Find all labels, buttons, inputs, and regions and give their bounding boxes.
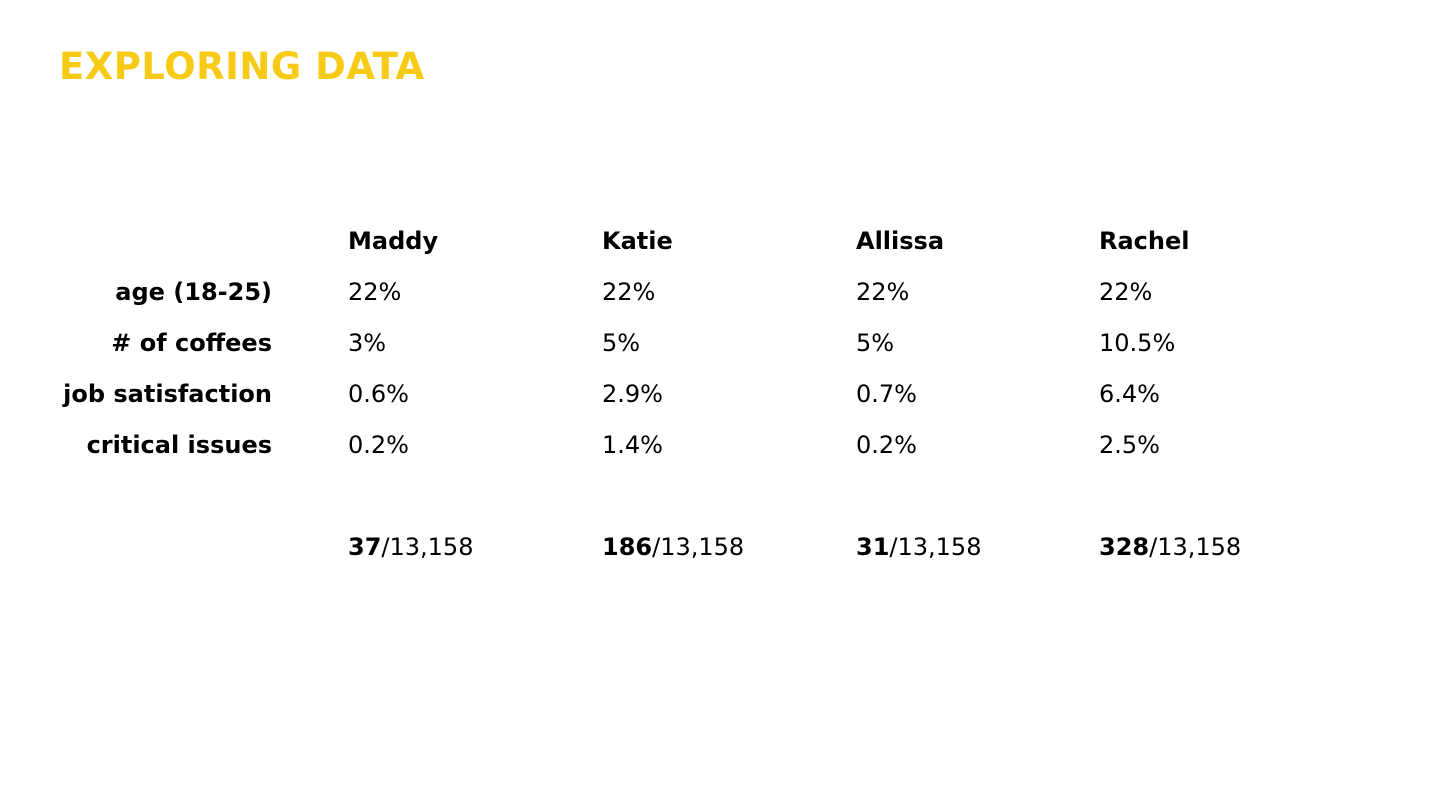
table-cell: 0.7% [856, 380, 917, 408]
total-denominator: /13,158 [652, 533, 745, 561]
total-allissa: 31/13,158 [856, 532, 981, 562]
table-cell: 22% [602, 278, 656, 306]
column-header-maddy: Maddy [348, 227, 439, 255]
total-count: 328 [1099, 533, 1150, 561]
row-label-job-satisfaction: job satisfaction [63, 380, 272, 408]
total-katie: 186/13,158 [602, 532, 744, 562]
table-cell: 2.5% [1099, 431, 1160, 459]
column-header-allissa: Allissa [856, 227, 945, 255]
table-cell: 0.6% [348, 380, 409, 408]
table-cell: 3% [348, 329, 387, 357]
table-cell: 0.2% [348, 431, 409, 459]
total-count: 186 [602, 533, 653, 561]
column-header-rachel: Rachel [1099, 227, 1190, 255]
table-cell: 6.4% [1099, 380, 1160, 408]
total-count: 37 [348, 533, 382, 561]
page-title: EXPLORING DATA [59, 45, 425, 88]
row-label-critical-issues: critical issues [86, 431, 272, 459]
table-cell: 22% [1099, 278, 1153, 306]
total-denominator: /13,158 [889, 533, 982, 561]
total-count: 31 [856, 533, 890, 561]
table-cell: 5% [856, 329, 895, 357]
table-cell: 1.4% [602, 431, 663, 459]
table-cell: 22% [856, 278, 910, 306]
table-cell: 0.2% [856, 431, 917, 459]
total-denominator: /13,158 [381, 533, 474, 561]
total-rachel: 328/13,158 [1099, 532, 1241, 562]
row-label-coffees: # of coffees [111, 329, 272, 357]
total-denominator: /13,158 [1149, 533, 1242, 561]
table-cell: 22% [348, 278, 402, 306]
column-header-katie: Katie [602, 227, 673, 255]
row-label-age: age (18-25) [115, 278, 272, 306]
total-maddy: 37/13,158 [348, 532, 473, 562]
table-cell: 2.9% [602, 380, 663, 408]
table-cell: 10.5% [1099, 329, 1176, 357]
table-cell: 5% [602, 329, 641, 357]
